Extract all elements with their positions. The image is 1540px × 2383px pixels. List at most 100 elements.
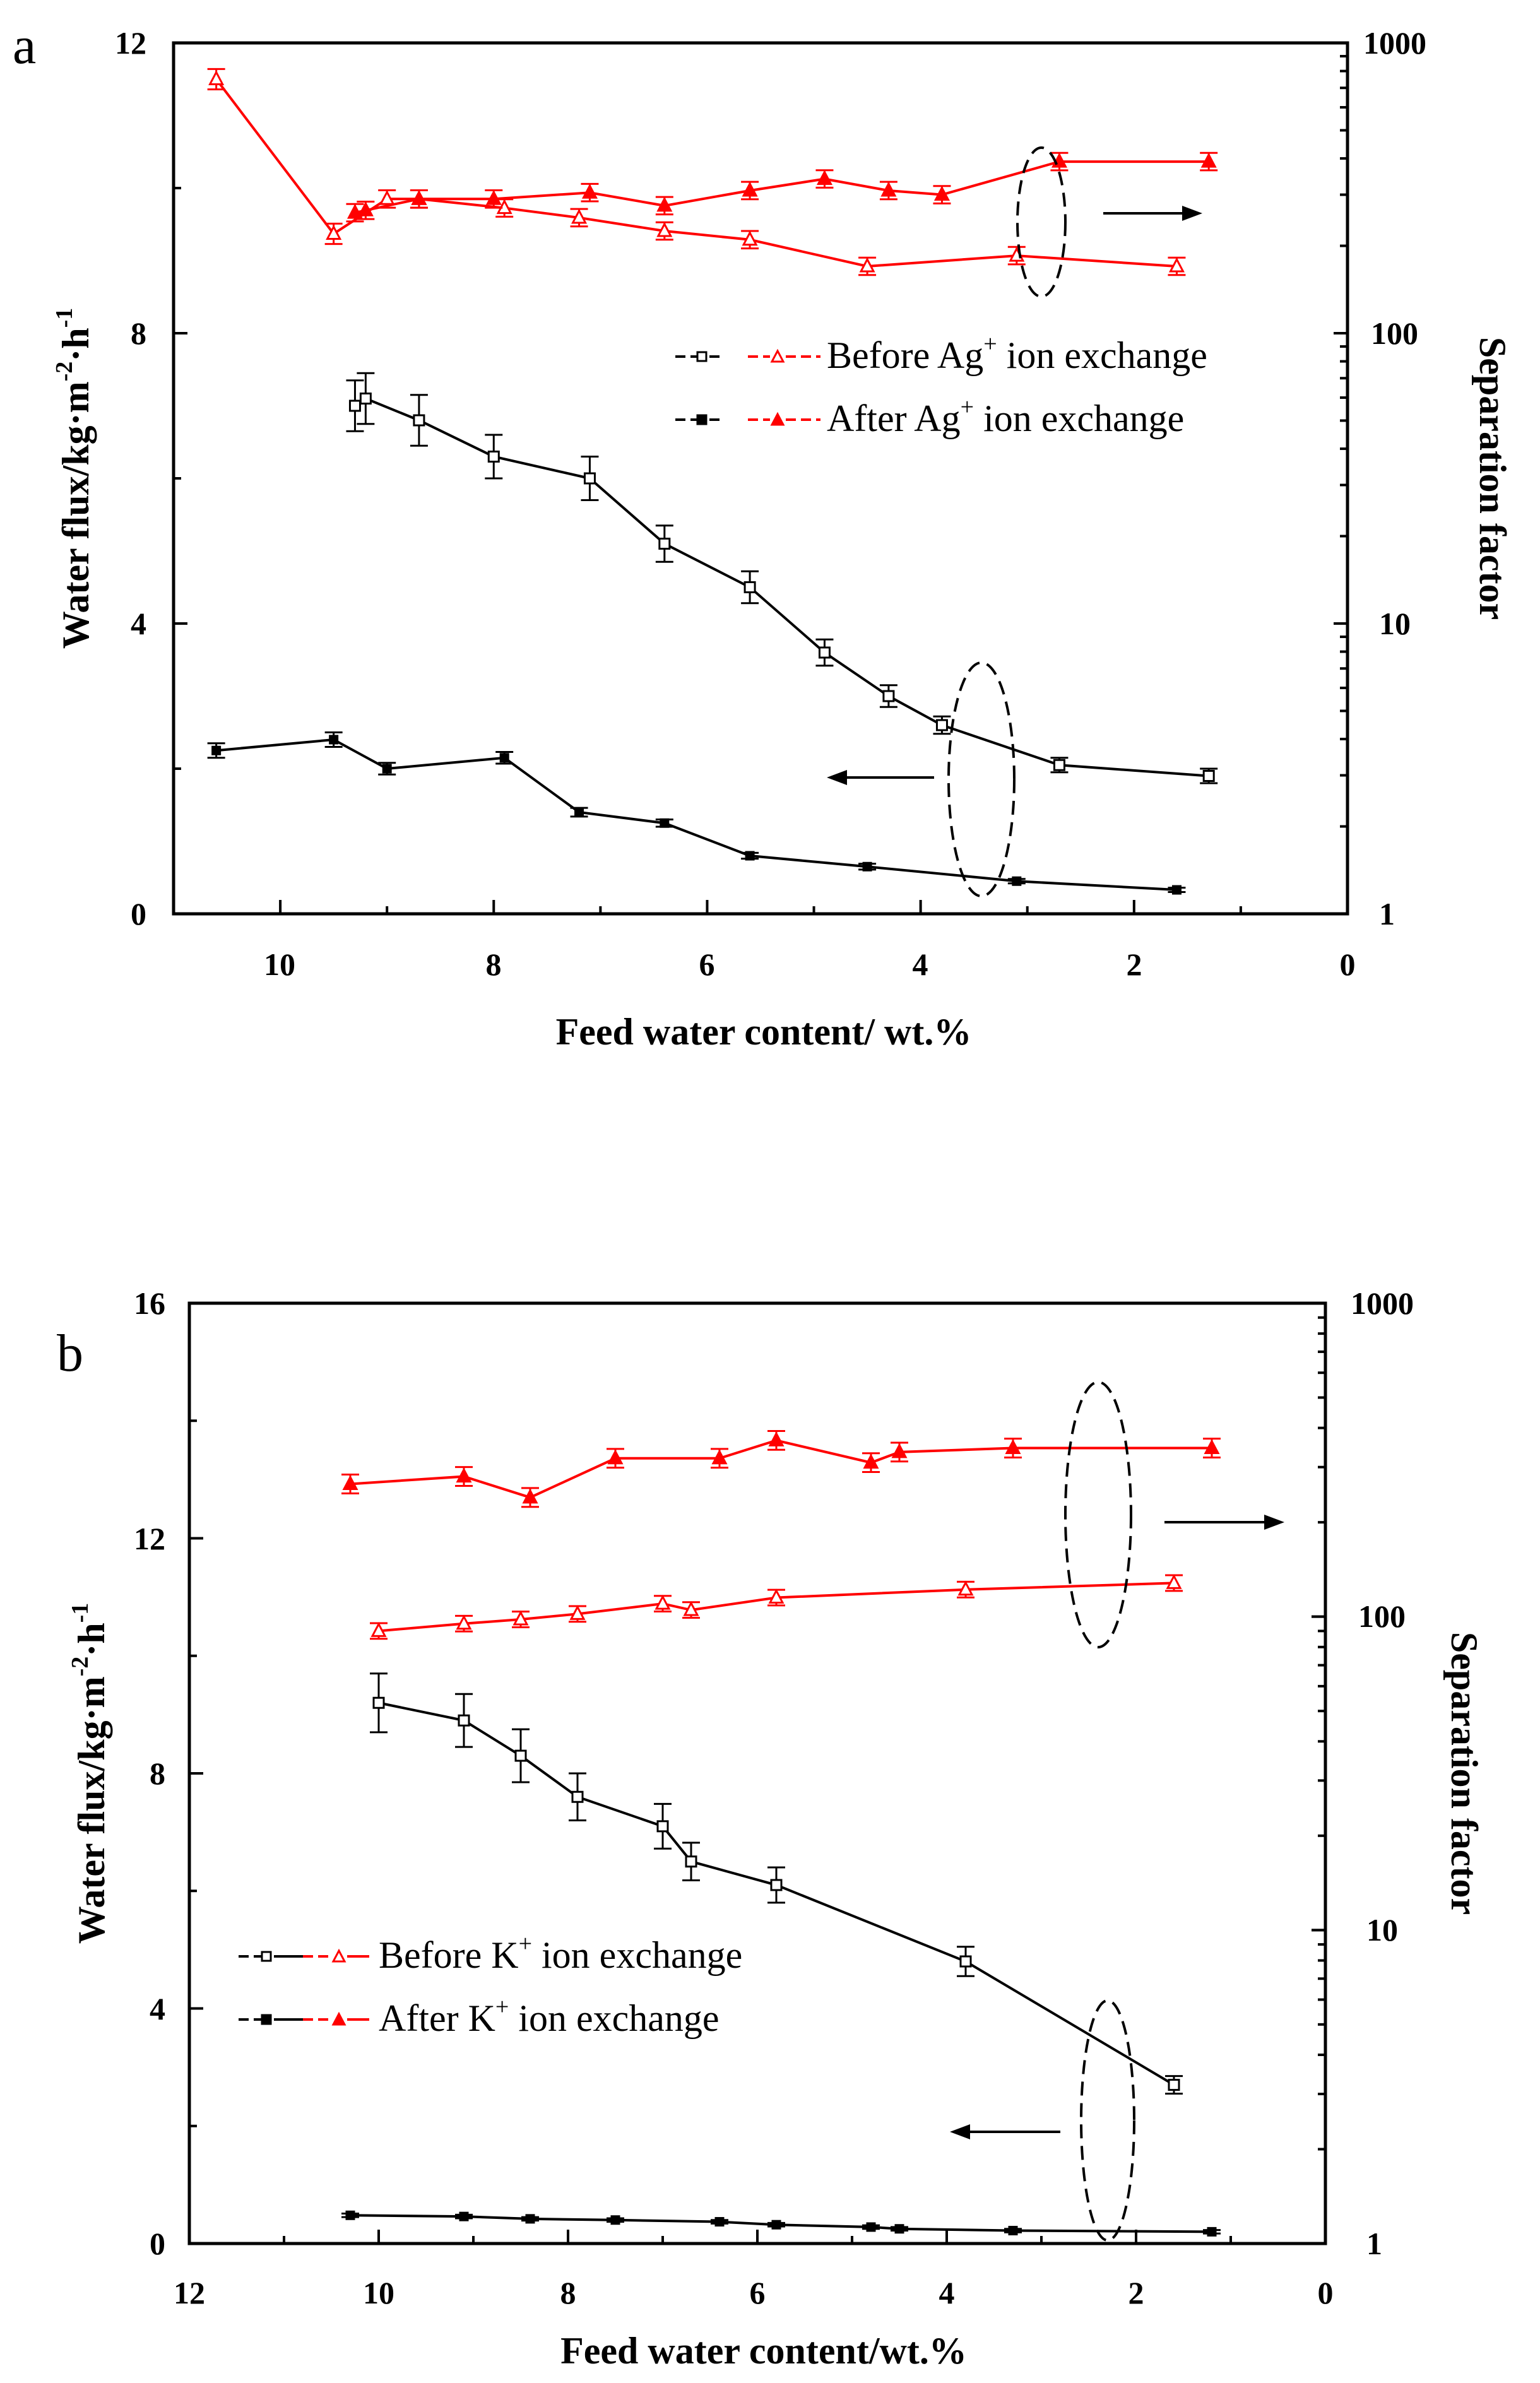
chart-b-plot-frame	[187, 1301, 1327, 2245]
data-point-triangle	[816, 170, 832, 186]
chart-b-left-tick-labels: 16 12 8 4 0	[134, 1286, 165, 2261]
data-point-square	[382, 764, 392, 774]
chart-b-y-left-axis-label: Water flux/kg·m-2·h-1	[67, 1603, 112, 1944]
data-point-square	[1008, 2226, 1018, 2236]
chart-b-y-right-axis-label: Separation factor	[1443, 1632, 1485, 1915]
data-point-square	[770, 1879, 783, 1891]
data-point-square	[714, 2217, 725, 2227]
data-point-square	[1171, 885, 1182, 895]
chart-a-arrow-right-head	[1182, 206, 1202, 221]
chart-b-y-left-tick-4: 4	[150, 1991, 165, 2026]
data-point-triangle	[569, 1605, 586, 1620]
chart-a-x-tick-8: 8	[486, 947, 502, 982]
data-point-triangle	[581, 184, 598, 199]
series-line	[215, 78, 1177, 268]
data-point-square	[866, 2222, 876, 2232]
data-point-triangle	[742, 230, 758, 246]
chart-b-x-axis-label: Feed water content/wt.%	[560, 2330, 967, 2372]
chart-b-arrow-right-head	[1264, 1515, 1284, 1530]
chart-a-legend: Before Ag+ ion exchange After Ag+ ion ex…	[675, 331, 1207, 439]
data-point-triangle	[485, 190, 502, 205]
data-point-triangle	[654, 1594, 671, 1610]
chart-b-annotations	[950, 1381, 1284, 2242]
chart-b-x-tick-2: 2	[1128, 2275, 1144, 2310]
chart-b-y-left-tick-8: 8	[150, 1756, 165, 1791]
series-line	[350, 1439, 1212, 1499]
data-point-square	[359, 393, 372, 405]
chart-a-x-tick-6: 6	[699, 947, 715, 982]
chart-a-legend-item-after: After Ag+ ion exchange	[675, 394, 1184, 439]
chart-b-y-right-tick-100: 100	[1358, 1599, 1406, 1634]
panel-label-b: b	[57, 1324, 83, 1383]
data-point-square	[656, 1820, 669, 1833]
series-line	[355, 160, 1209, 215]
chart-b-x-tick-0: 0	[1318, 2275, 1334, 2310]
data-point-square	[525, 2214, 535, 2224]
data-point-triangle	[357, 201, 374, 216]
data-point-square	[459, 2211, 469, 2221]
series-line	[216, 738, 1177, 892]
chart-a: a 12 8 4 0 1000 100 10 1 10 8 6 4 2 0 Fe…	[13, 16, 1513, 1053]
chart-b: b 16 12 8 4 0 1000 100 10 1 12 10 8 6 4 …	[57, 1286, 1485, 2372]
data-point-triangle	[1166, 1574, 1182, 1589]
chart-a-legend-after-label: After Ag+ ion exchange	[827, 394, 1184, 439]
data-point-square	[211, 745, 222, 755]
series-1	[346, 372, 1218, 784]
data-point-triangle	[522, 1488, 538, 1504]
legend-open-square-marker	[696, 351, 708, 362]
legend-filled-triangle-marker	[331, 2011, 346, 2026]
series-4	[346, 151, 1218, 223]
chart-b-y-left-tick-12: 12	[134, 1521, 165, 1556]
chart-b-legend-item-after: After K+ ion exchange	[239, 1994, 720, 2039]
data-point-triangle	[768, 1431, 785, 1446]
series-3	[370, 1574, 1183, 1640]
data-point-triangle	[1168, 257, 1185, 273]
data-point-square	[1012, 876, 1022, 886]
data-point-triangle	[208, 70, 225, 85]
chart-b-x-tick-6: 6	[750, 2275, 766, 2310]
data-point-triangle	[863, 1453, 879, 1469]
data-point-square	[882, 690, 895, 702]
chart-b-series	[341, 1429, 1221, 2237]
data-point-square	[487, 451, 500, 463]
chart-a-x-tick-2: 2	[1127, 947, 1142, 982]
data-point-triangle	[859, 257, 875, 273]
chart-a-legend-before-label: Before Ag+ ion exchange	[827, 331, 1207, 376]
data-point-square	[743, 581, 756, 593]
legend-filled-square-marker	[261, 2014, 272, 2025]
chart-a-series	[207, 68, 1218, 895]
data-point-triangle	[768, 1588, 785, 1604]
series-2	[341, 2210, 1221, 2237]
data-point-square	[499, 753, 509, 763]
chart-b-x-tick-12: 12	[174, 2275, 205, 2310]
data-point-triangle	[456, 1467, 472, 1483]
chart-b-legend-item-before: Before K+ ion exchange	[239, 1931, 742, 1976]
chart-b-y-left-tick-16: 16	[134, 1286, 165, 1321]
chart-b-x-tick-labels: 12 10 8 6 4 2 0	[174, 2275, 1334, 2310]
data-point-triangle	[346, 203, 363, 219]
data-point-square	[458, 1714, 470, 1727]
chart-b-y-right-tick-10: 10	[1366, 1912, 1398, 1948]
chart-a-legend-item-before: Before Ag+ ion exchange	[675, 331, 1207, 376]
chart-a-x-tick-labels: 10 8 6 4 2 0	[264, 947, 1356, 982]
chart-a-dashed-ellipse-left	[947, 661, 1016, 897]
data-point-triangle	[1200, 152, 1217, 168]
chart-a-left-tick-labels: 12 8 4 0	[115, 25, 146, 931]
chart-b-right-tick-labels: 1000 100 10 1	[1351, 1286, 1414, 2261]
data-point-triangle	[512, 1610, 529, 1626]
data-point-square	[862, 861, 872, 872]
chart-b-legend-after-label: After K+ ion exchange	[379, 1994, 720, 2039]
chart-a-dashed-ellipse-right	[1016, 146, 1067, 298]
legend-filled-triangle-marker	[770, 411, 785, 426]
data-point-square	[685, 1855, 697, 1868]
data-point-square	[583, 472, 596, 485]
chart-a-y-left-axis-label: Water flux/kg·m-2·h-1	[51, 308, 97, 649]
data-point-square	[345, 2210, 355, 2220]
series-line	[350, 2214, 1212, 2233]
data-point-triangle	[711, 1449, 728, 1465]
data-point-square	[935, 719, 948, 731]
data-point-square	[818, 646, 831, 659]
data-point-triangle	[656, 196, 673, 212]
panel-label-a: a	[13, 16, 36, 75]
